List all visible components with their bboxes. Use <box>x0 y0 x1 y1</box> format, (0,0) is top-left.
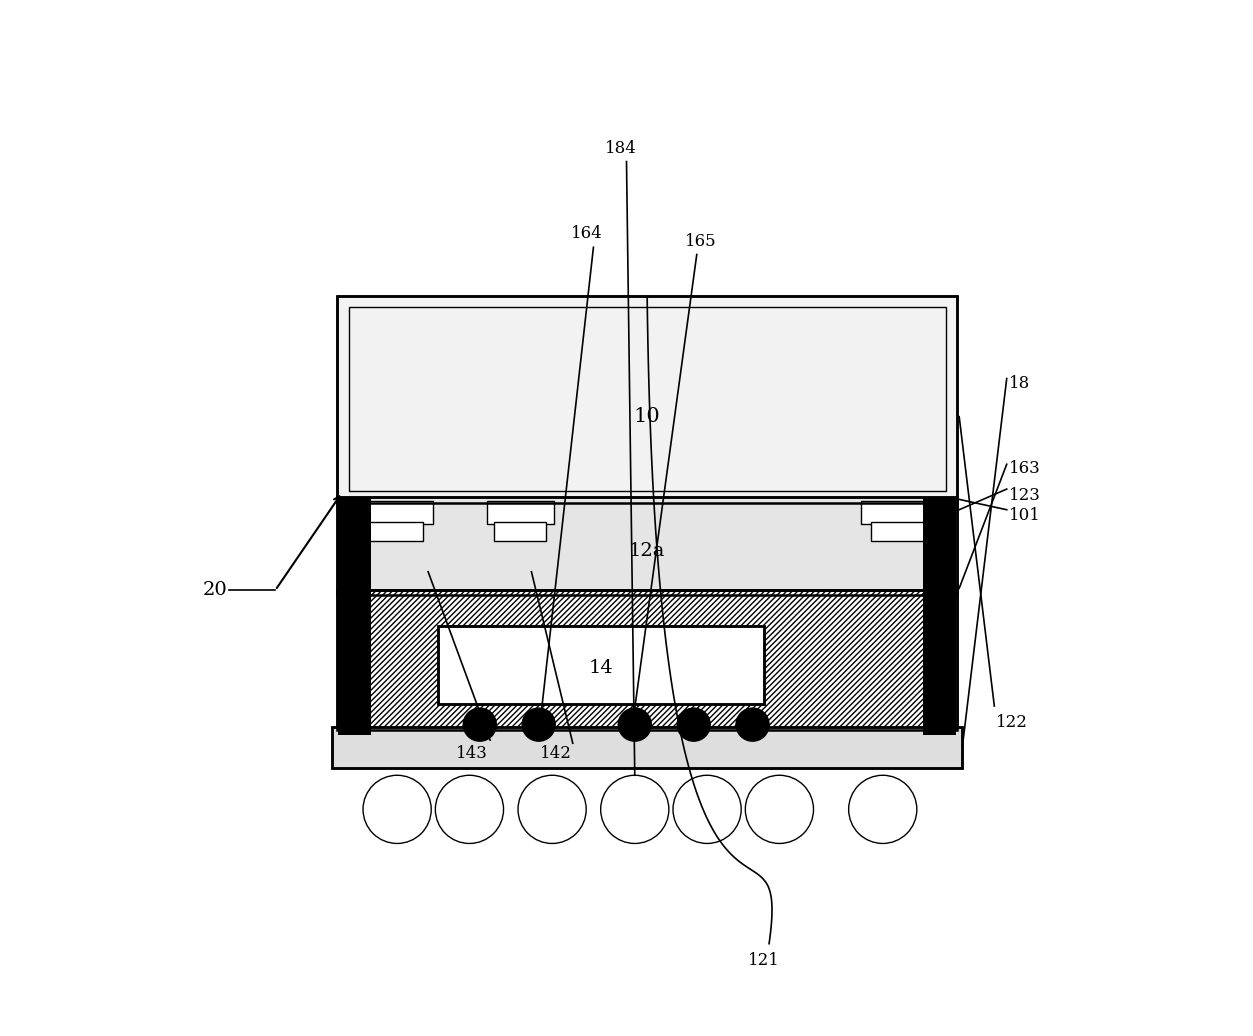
Bar <box>338 497 371 735</box>
Text: 143: 143 <box>456 745 487 762</box>
Bar <box>337 497 957 596</box>
Bar <box>332 726 962 768</box>
Text: 164: 164 <box>571 226 603 242</box>
Text: 10: 10 <box>634 407 660 426</box>
Circle shape <box>517 775 586 843</box>
Circle shape <box>464 709 496 741</box>
Bar <box>494 522 546 541</box>
Bar <box>337 296 957 502</box>
Text: 12a: 12a <box>629 542 665 560</box>
Circle shape <box>746 775 813 843</box>
Circle shape <box>618 709 652 741</box>
Text: 165: 165 <box>685 233 717 250</box>
Bar <box>348 308 946 491</box>
Circle shape <box>677 709 710 741</box>
Circle shape <box>363 775 431 843</box>
Bar <box>861 501 938 524</box>
Bar <box>332 726 962 768</box>
Text: 121: 121 <box>748 952 781 969</box>
Bar <box>337 497 957 596</box>
Bar <box>337 296 957 502</box>
Bar <box>439 627 764 704</box>
Circle shape <box>848 775 917 843</box>
Bar <box>337 591 957 729</box>
Bar <box>923 497 956 735</box>
Bar <box>356 501 434 524</box>
Text: 184: 184 <box>605 140 638 156</box>
Bar <box>871 522 928 541</box>
Circle shape <box>523 709 555 741</box>
Circle shape <box>673 775 742 843</box>
Circle shape <box>435 775 504 843</box>
Text: 123: 123 <box>1009 487 1041 503</box>
Text: 122: 122 <box>996 714 1029 731</box>
Bar <box>487 501 554 524</box>
Bar <box>337 591 957 729</box>
Text: 14: 14 <box>589 659 613 677</box>
Text: 142: 142 <box>540 745 573 762</box>
Text: 101: 101 <box>1009 508 1041 524</box>
Bar <box>366 522 424 541</box>
Text: 20: 20 <box>203 581 228 599</box>
Circle shape <box>600 775 669 843</box>
Text: 18: 18 <box>1009 375 1030 393</box>
Circle shape <box>736 709 769 741</box>
Text: 163: 163 <box>1009 460 1040 477</box>
Bar <box>439 627 764 704</box>
